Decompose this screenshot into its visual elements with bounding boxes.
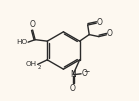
Text: HO: HO [17, 39, 28, 45]
Text: O: O [97, 18, 103, 27]
Text: OH: OH [26, 62, 37, 67]
Text: −: − [83, 67, 90, 76]
Text: O: O [30, 20, 36, 29]
Text: O: O [70, 84, 76, 93]
Text: 2: 2 [37, 65, 41, 70]
Text: O: O [82, 69, 88, 78]
Text: O: O [107, 29, 113, 38]
Text: N: N [70, 70, 76, 79]
